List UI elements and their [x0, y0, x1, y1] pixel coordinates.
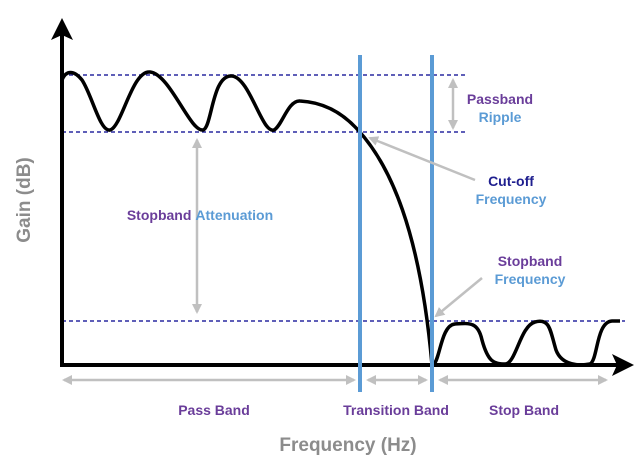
- reference-lines: [62, 74, 625, 322]
- band-label: Pass Band: [178, 402, 250, 418]
- annotation: Frequency: [495, 271, 566, 287]
- annotation-arrows: [62, 78, 608, 385]
- annotation-part: Attenuation: [195, 207, 273, 223]
- annotation: Cut-off: [488, 173, 534, 189]
- annotation-part: Stopband: [127, 207, 192, 223]
- band-boundaries: [358, 55, 434, 392]
- annotation: Stopband: [498, 253, 563, 269]
- annotation: Ripple: [479, 109, 522, 125]
- annotation: Passband: [467, 91, 533, 107]
- x-axis-label: Frequency (Hz): [279, 435, 416, 456]
- y-axis-label: Gain (dB): [14, 157, 35, 243]
- annotation: Frequency: [476, 191, 547, 207]
- band-label: Transition Band: [343, 402, 449, 418]
- annotation: Stopband Attenuation: [127, 207, 273, 223]
- band-label: Stop Band: [489, 402, 559, 418]
